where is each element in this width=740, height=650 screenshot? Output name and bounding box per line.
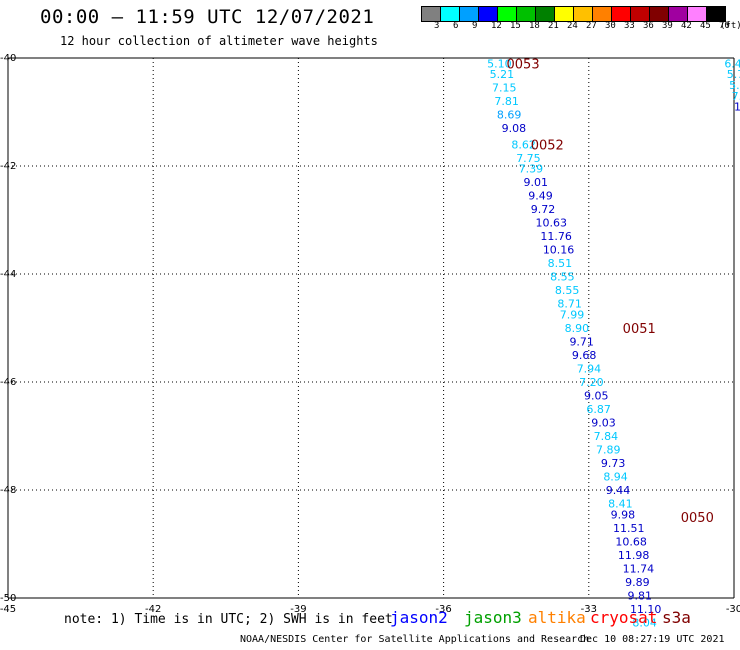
- lat-tick-label: -48: [0, 485, 16, 496]
- footer-credit: NOAA/NESDIS Center for Satellite Applica…: [240, 634, 590, 645]
- wave-height-value: 7.81: [494, 95, 519, 108]
- legend-label: 3: [434, 21, 440, 31]
- wave-height-value: 9.98: [611, 508, 636, 521]
- wave-height-value: 8.94: [603, 471, 628, 484]
- wave-height-value: 8.71: [557, 298, 582, 311]
- legend-label: 42: [681, 21, 692, 31]
- wave-height-value: 10.63: [536, 217, 568, 230]
- wave-height-value: 7.20: [579, 376, 604, 389]
- legend-unit: (ft): [720, 21, 740, 31]
- wave-height-value: 9.05: [584, 390, 609, 403]
- wave-height-value: 10: [734, 101, 740, 114]
- wave-height-value: 8.69: [497, 109, 521, 122]
- wave-height-value: 8.04: [632, 616, 657, 629]
- track-time-label: 0050: [681, 511, 714, 526]
- footer-timestamp: Dec 10 08:27:19 UTC 2021: [580, 634, 725, 645]
- wave-height-value: 8.90: [565, 322, 590, 335]
- wave-height-value: 7.99: [560, 309, 585, 322]
- legend-label: 45: [700, 21, 711, 31]
- wave-height-value: 8.62: [511, 138, 536, 151]
- legend-label: 15: [510, 21, 521, 31]
- mission-label: altika: [528, 608, 586, 627]
- mission-label: jason3: [464, 608, 522, 627]
- wave-height-value: 5.71: [727, 68, 740, 81]
- lon-tick-label: -33: [581, 604, 597, 615]
- wave-height-value: 7.75: [516, 152, 541, 165]
- mission-label: jason2: [390, 608, 448, 627]
- wave-height-value: 7.2: [732, 90, 740, 103]
- wave-height-value: 9.73: [601, 457, 626, 470]
- legend-label: 6: [453, 21, 459, 31]
- lat-tick-label: -50: [0, 593, 16, 604]
- legend-label: 9: [472, 21, 478, 31]
- legend-swatch: [706, 6, 726, 22]
- legend-label: 27: [586, 21, 597, 31]
- wave-height-value: 6.40: [724, 57, 740, 70]
- lat-tick-label: -44: [0, 269, 16, 280]
- wave-height-value: 8.51: [548, 257, 573, 270]
- wave-height-value: 7.84: [594, 430, 619, 443]
- wave-height-value: 7.94: [577, 363, 602, 376]
- legend-label: 30: [605, 21, 616, 31]
- wave-height-value: 6.87: [586, 403, 611, 416]
- wave-height-value: 9.49: [528, 190, 553, 203]
- legend-label: 24: [567, 21, 578, 31]
- color-legend: [421, 6, 726, 22]
- map-subtitle: 12 hour collection of altimeter wave hei…: [60, 34, 378, 48]
- wave-height-value: 5.09: [729, 79, 740, 92]
- map-title: 00:00 — 11:59 UTC 12/07/2021: [40, 6, 375, 28]
- lon-tick-label: -30: [726, 604, 740, 615]
- wave-height-value: 9.72: [531, 203, 556, 216]
- lon-tick-label: -45: [0, 604, 16, 615]
- legend-label: 33: [624, 21, 635, 31]
- legend-label: 21: [548, 21, 559, 31]
- wave-height-value: 11.74: [623, 562, 655, 575]
- lat-tick-label: -40: [0, 53, 16, 64]
- wave-height-value: 7.89: [596, 444, 621, 457]
- wave-height-value: 11.10: [630, 603, 662, 616]
- mission-label: s3a: [662, 608, 691, 627]
- wave-height-value: 11.51: [613, 522, 645, 535]
- track-time-label: 0053: [507, 57, 540, 72]
- legend-label: 18: [529, 21, 540, 31]
- wave-height-value: 10.68: [615, 535, 647, 548]
- mission-label: cryosat: [590, 608, 658, 627]
- wave-height-value: 7.39: [519, 163, 544, 176]
- legend-label: 39: [662, 21, 673, 31]
- wave-height-value: 9.03: [591, 417, 616, 430]
- lon-tick-label: -39: [290, 604, 306, 615]
- wave-height-value: 9.71: [569, 336, 594, 349]
- track-time-label: 0052: [531, 138, 564, 153]
- wave-height-value: 9.68: [572, 349, 597, 362]
- wave-height-value: 8.55: [555, 284, 580, 297]
- wave-height-value: 11.76: [540, 230, 572, 243]
- lon-tick-label: -42: [145, 604, 161, 615]
- wave-height-value: 9.01: [523, 176, 548, 189]
- lat-tick-label: -42: [0, 161, 16, 172]
- lon-tick-label: -36: [435, 604, 451, 615]
- wave-height-value: 9.44: [606, 484, 631, 497]
- legend-label: 70: [719, 21, 730, 31]
- legend-label: 12: [491, 21, 502, 31]
- legend-label: 36: [643, 21, 654, 31]
- wave-height-value: 5.10: [487, 57, 512, 70]
- wave-height-value: 5.21: [490, 68, 514, 81]
- wave-height-value: 9.08: [502, 122, 527, 135]
- wave-height-value: 9.89: [625, 576, 650, 589]
- lat-tick-label: -46: [0, 377, 16, 388]
- wave-height-value: 11.98: [618, 549, 650, 562]
- wave-height-value: 10.16: [543, 244, 575, 257]
- track-time-label: 0051: [623, 322, 656, 337]
- wave-height-value: 8.41: [608, 498, 633, 511]
- wave-height-value: 8.55: [550, 271, 575, 284]
- note-text: note: 1) Time is in UTC; 2) SWH is in fe…: [64, 612, 393, 627]
- wave-height-value: 9.81: [628, 589, 653, 602]
- wave-height-value: 7.15: [492, 82, 517, 95]
